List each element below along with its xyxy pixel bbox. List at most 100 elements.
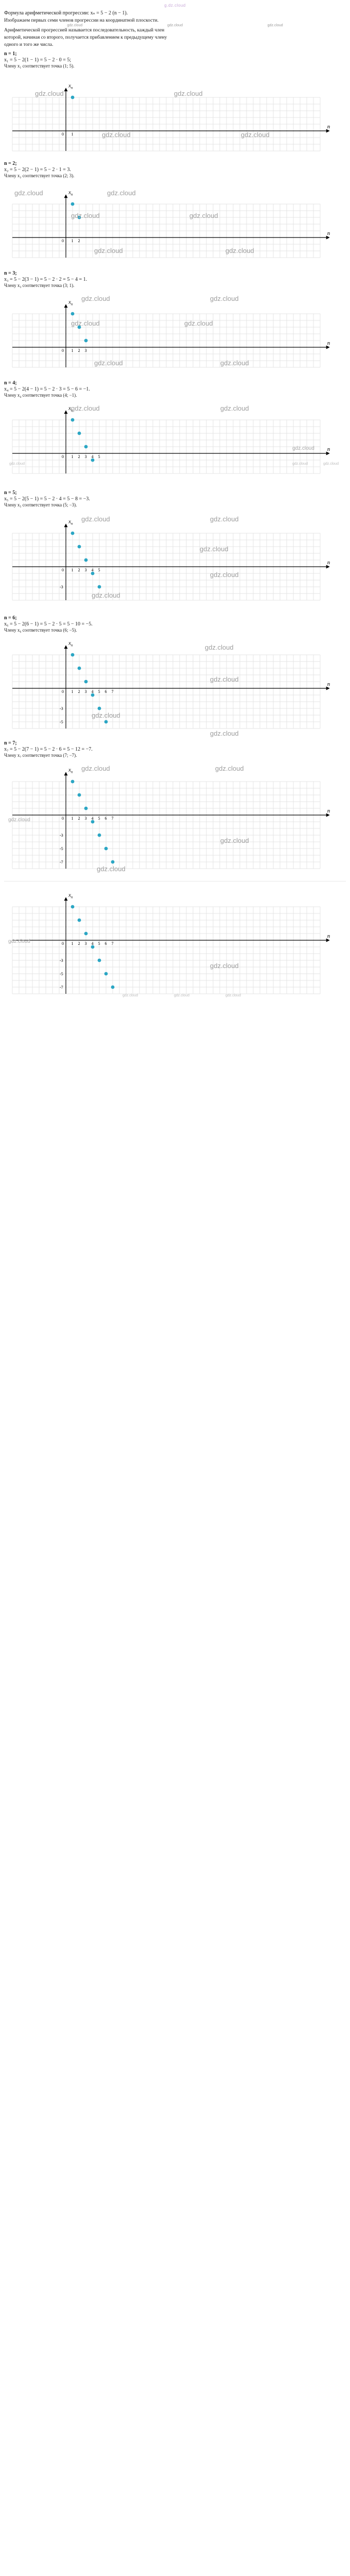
step-index-label: n = 6; — [4, 615, 17, 621]
data-point — [71, 418, 75, 422]
tick-label-x: 6 — [105, 689, 107, 694]
data-point — [77, 216, 81, 219]
tick-label-x: 1 — [72, 132, 74, 137]
tick-label-y: -3 — [60, 706, 63, 711]
progression-step: n = 1; x₁ = 5 − 2(1 − 1) = 5 − 2 · 0 = 5;… — [4, 51, 346, 158]
tick-label-x: 2 — [78, 816, 80, 821]
data-point — [84, 680, 88, 684]
tick-label-origin: 0 — [62, 941, 64, 946]
chart-container: xn n 0 1 2 3 gdz.cloud gdz.cloud gdz.cloud gdz.cl… — [4, 290, 346, 377]
tick-label-x: 2 — [78, 941, 80, 946]
progression-step: n = 5; x₅ = 5 − 2(5 − 1) = 5 − 2 · 4 = 5 … — [4, 490, 346, 612]
data-point — [91, 459, 95, 462]
watermark-row-top: gdz.cloud gdz.cloud gdz.cloud — [4, 24, 346, 27]
scatter-plot: xn n 0 1 2 3 4 5 6 7 -3 -5 — [12, 640, 330, 729]
tick-label-origin: 0 — [62, 816, 64, 821]
data-point — [91, 945, 95, 949]
scatter-plot: xn n 0 1 2 3 4 5 6 7 -3 -5 -7 — [12, 892, 330, 994]
tick-label-x: 3 — [85, 941, 87, 946]
tick-label-x: 2 — [78, 689, 80, 694]
scatter-plot: xn n 0 1 2 3 — [12, 299, 330, 368]
step-equation: x₅ = 5 − 2(5 − 1) = 5 − 2 · 4 = 5 − 8 = … — [4, 496, 90, 502]
tick-label-x: 1 — [72, 239, 74, 243]
step-note: Члену x₇ соответствует точка (7; −7). — [4, 753, 77, 758]
step-index-label: n = 5; — [4, 490, 17, 496]
tick-label-x: 4 — [92, 689, 94, 694]
tick-label-x: 1 — [72, 816, 74, 821]
section-divider — [4, 881, 346, 882]
tick-label-x: 7 — [112, 816, 114, 821]
chart-container: xn n 0 1 2 3 4 5 -3 gdz.cloud gdz.cloud gdz.cloud gd… — [4, 509, 346, 612]
watermark: gdz.cloud — [267, 24, 283, 27]
tick-label-y: -5 — [60, 972, 63, 976]
tick-label-y: -3 — [60, 585, 63, 589]
tick-label-x: 1 — [72, 689, 74, 694]
data-point — [84, 932, 88, 936]
data-point — [77, 432, 81, 435]
step-note: Члену x₂ соответствует точка (2; 3). — [4, 173, 75, 179]
tick-label-x: 2 — [78, 239, 80, 243]
tick-label-origin: 0 — [62, 454, 64, 459]
progression-step: n = 2; x₂ = 5 − 2(2 − 1) = 5 − 2 · 1 = 3.… — [4, 161, 346, 267]
x-axis-label: n — [327, 124, 330, 130]
chart-container: xn n 0 1 2 3 4 5 6 7 -3 -5 -7 gdz.cloud gdz.cloud gdz.c… — [4, 759, 346, 878]
tick-label-y: -5 — [60, 720, 63, 724]
step-note: Члену x₄ соответствует точка (4; −1). — [4, 393, 77, 398]
x-axis-label: n — [327, 230, 330, 236]
steps-container: n = 1; x₁ = 5 − 2(1 − 1) = 5 − 2 · 0 = 5;… — [4, 51, 346, 1003]
tick-label-y: -7 — [60, 860, 63, 865]
intro-line-1: Изображаем первых семи членов прогрессии… — [4, 18, 159, 23]
data-point — [77, 667, 81, 670]
tick-label-origin: 0 — [62, 348, 64, 353]
top-watermark: g.dz.cloud — [164, 3, 186, 8]
watermark: gdz.cloud — [67, 24, 83, 27]
x-axis-label: n — [327, 808, 330, 814]
tick-label-x: 3 — [85, 689, 87, 694]
y-axis-label: xn — [68, 519, 73, 526]
step-index-label: n = 7; — [4, 740, 17, 747]
tick-label-x: 5 — [98, 816, 100, 821]
data-point — [84, 558, 88, 562]
scatter-plot: xn n 0 1 2 — [12, 190, 330, 258]
tick-label-x: 5 — [98, 689, 100, 694]
chart-container: xn n 0 1 2 gdz.cloud gdz.cloud gdz.cloud gdz.clo… — [4, 180, 346, 267]
x-axis-label: n — [327, 560, 330, 566]
tick-label-origin: 0 — [62, 132, 64, 137]
data-point — [71, 312, 75, 316]
y-axis-label: xn — [68, 767, 73, 774]
progression-step: xn n 0 1 2 3 4 5 6 7 -3 -5 -7 gdz.cloud gdz.cloud gdz.c… — [4, 885, 346, 1003]
data-point — [71, 202, 75, 206]
y-axis-label: xn — [68, 299, 73, 307]
tick-label-x: 1 — [72, 348, 74, 353]
tick-label-x: 3 — [85, 454, 87, 459]
tick-label-x: 7 — [112, 941, 114, 946]
tick-label-x: 5 — [98, 454, 100, 459]
step-note: Члену x₆ соответствует точка (6; −5). — [4, 628, 77, 633]
y-axis-label: xn — [68, 405, 73, 413]
tick-label-x: 2 — [78, 454, 80, 459]
y-axis-label: xn — [68, 892, 73, 900]
tick-label-origin: 0 — [62, 568, 64, 572]
data-point — [77, 326, 81, 329]
x-axis-label: n — [327, 681, 330, 687]
tick-label-x: 4 — [92, 454, 94, 459]
tick-label-x: 5 — [98, 941, 100, 946]
x-axis-label: n — [327, 446, 330, 452]
data-point — [84, 445, 88, 449]
data-point — [91, 693, 95, 697]
tick-label-x: 1 — [72, 454, 74, 459]
tick-label-x: 1 — [72, 941, 74, 946]
step-index-label: n = 4; — [4, 380, 17, 386]
chart-container: xn n 0 1 2 3 4 5 6 7 -3 -5 -7 gdz.cloud gdz.cloud gdz.c… — [4, 885, 346, 1003]
tick-label-x: 2 — [78, 568, 80, 572]
data-point — [77, 545, 81, 549]
x-axis-label: n — [327, 340, 330, 346]
tick-label-x: 7 — [112, 689, 114, 694]
step-note: Члену x₅ соответствует точка (5; −3). — [4, 502, 77, 508]
x-axis-label: n — [327, 933, 330, 939]
data-point — [71, 780, 75, 784]
tick-label-y: -7 — [60, 985, 63, 990]
intro-line-4: одного и того же числа. — [4, 42, 54, 47]
data-point — [91, 820, 95, 824]
data-point — [104, 720, 108, 724]
